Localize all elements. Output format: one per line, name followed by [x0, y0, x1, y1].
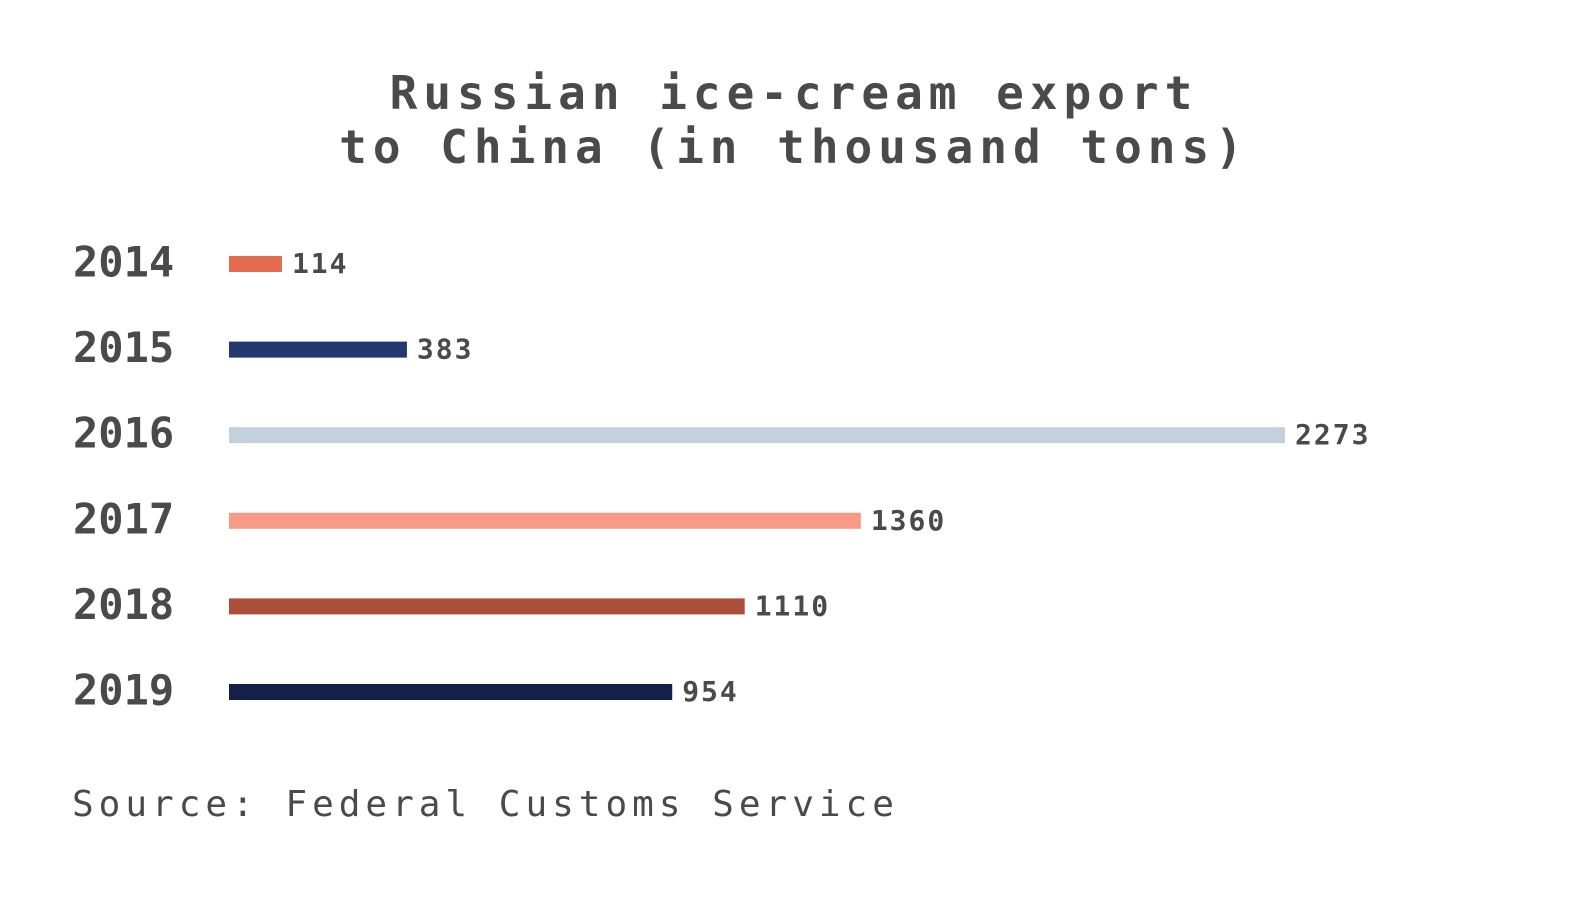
- category-label: 2018: [73, 580, 174, 629]
- category-label: 2014: [73, 238, 174, 287]
- category-label: 2015: [73, 323, 174, 372]
- bar: [229, 256, 282, 272]
- category-label: 2017: [73, 494, 174, 543]
- bar: [229, 427, 1285, 444]
- category-label: 2019: [73, 666, 174, 715]
- bar: [229, 341, 407, 358]
- bar: [229, 512, 861, 529]
- category-label: 2016: [73, 409, 174, 458]
- source-note: Source: Federal Customs Service: [72, 784, 899, 825]
- value-label: 383: [417, 333, 474, 366]
- value-label: 1360: [871, 504, 946, 537]
- value-label: 114: [292, 247, 349, 280]
- value-label: 1110: [755, 589, 830, 622]
- bar: [229, 598, 745, 615]
- value-label: 954: [682, 675, 739, 708]
- value-label: 2273: [1295, 418, 1370, 451]
- bar: [229, 684, 673, 700]
- chart-title: Russian ice-cream export to China (in th…: [339, 66, 1249, 174]
